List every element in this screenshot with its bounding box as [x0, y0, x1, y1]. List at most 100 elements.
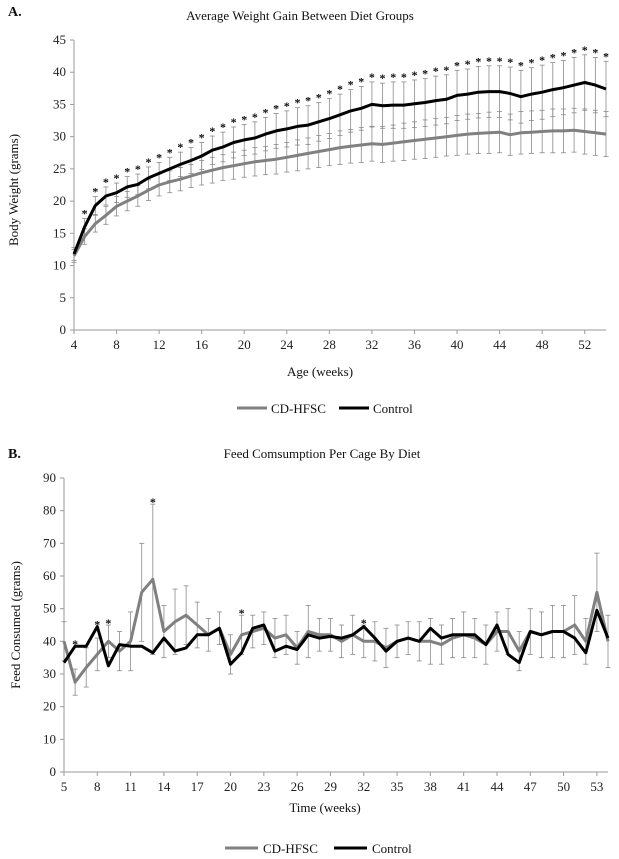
significance-star: *	[273, 101, 279, 115]
significance-star: *	[369, 70, 375, 84]
significance-star: *	[252, 110, 258, 124]
significance-star: *	[305, 94, 311, 108]
significance-star: *	[560, 49, 566, 63]
legend-a-control-label: Control	[373, 401, 413, 416]
y-tick-label: 25	[53, 161, 66, 176]
significance-star: *	[177, 140, 183, 154]
x-tick-label: 44	[493, 337, 507, 352]
significance-star: *	[358, 74, 364, 88]
x-tick-label: 48	[536, 337, 549, 352]
significance-star: *	[199, 130, 205, 144]
legend-b-control-label: Control	[372, 841, 412, 856]
significance-star: *	[114, 171, 120, 185]
x-tick-label: 50	[557, 779, 570, 794]
chart-a-significance: * * * * * * * * * * * * * * * * * * * * * * * * * * * * * * * * * * * * * * * *…	[82, 43, 609, 221]
y-tick-label: 10	[53, 258, 66, 273]
x-tick-label: 17	[191, 779, 205, 794]
significance-star: *	[241, 112, 247, 126]
x-tick-label: 26	[291, 779, 305, 794]
significance-star: *	[209, 124, 215, 138]
legend-b-cd-hfsc-label: CD-HFSC	[263, 841, 318, 856]
significance-star: *	[465, 57, 471, 71]
x-tick-label: 16	[195, 337, 209, 352]
x-tick-label: 12	[153, 337, 166, 352]
x-tick-label: 36	[408, 337, 422, 352]
chart-b-title: Feed Comsumption Per Cage By Diet	[224, 446, 421, 461]
y-tick-label: 70	[43, 535, 56, 550]
significance-star: *	[390, 70, 396, 84]
x-tick-label: 38	[424, 779, 437, 794]
x-tick-label: 20	[238, 337, 251, 352]
significance-star: *	[326, 87, 332, 101]
x-tick-label: 53	[590, 779, 603, 794]
series-line-cd-hfsc	[72, 128, 607, 257]
y-tick-label: 20	[43, 699, 56, 714]
x-tick-label: 20	[224, 779, 237, 794]
y-tick-label: 50	[43, 601, 56, 616]
x-tick-label: 14	[157, 779, 171, 794]
significance-star: *	[150, 495, 156, 509]
significance-star: *	[529, 56, 535, 70]
panel-b-label: B.	[8, 447, 21, 462]
significance-star: *	[94, 618, 100, 632]
significance-star: *	[443, 63, 449, 77]
significance-star: *	[135, 162, 141, 176]
significance-star: *	[348, 78, 354, 92]
significance-star: *	[486, 54, 492, 68]
significance-star: *	[507, 55, 513, 69]
chart-a-title: Average Weight Gain Between Diet Groups	[186, 8, 414, 23]
significance-star: *	[105, 616, 111, 630]
y-tick-label: 30	[43, 666, 56, 681]
significance-star: *	[103, 175, 109, 189]
chart-a-xlabel: Age (weeks)	[287, 364, 353, 379]
chart-b-axes: 0 10 20 30 40 50 60 70 80 90 5 8 11 14 17 20 23 26 29 32 35 3…	[43, 470, 608, 794]
y-tick-label: 15	[53, 225, 66, 240]
x-tick-label: 8	[94, 779, 101, 794]
significance-star: *	[316, 91, 322, 105]
significance-star: *	[167, 145, 173, 159]
significance-star: *	[124, 165, 130, 179]
significance-star: *	[361, 616, 367, 630]
chart-b-error-bars	[61, 503, 611, 696]
significance-star: *	[380, 71, 386, 85]
significance-star: *	[454, 58, 460, 72]
significance-star: *	[92, 185, 98, 199]
x-tick-label: 32	[365, 337, 378, 352]
x-tick-label: 47	[524, 779, 538, 794]
x-tick-label: 52	[578, 337, 591, 352]
y-tick-label: 30	[53, 129, 66, 144]
series-line-control	[72, 81, 607, 255]
y-tick-label: 90	[43, 470, 56, 485]
significance-star: *	[603, 49, 609, 63]
significance-star: *	[497, 54, 503, 68]
y-tick-label: 20	[53, 193, 66, 208]
significance-star: *	[337, 82, 343, 96]
significance-star: *	[539, 53, 545, 67]
series-line-control	[62, 608, 610, 668]
chart-b-xlabel: Time (weeks)	[289, 800, 360, 815]
x-tick-label: 35	[391, 779, 404, 794]
significance-star: *	[220, 120, 226, 134]
y-tick-label: 0	[50, 764, 57, 779]
x-tick-label: 44	[490, 779, 504, 794]
y-tick-label: 45	[53, 32, 66, 47]
significance-star: *	[422, 67, 428, 81]
chart-b-ylabel: Feed Consumed (grams)	[8, 561, 23, 689]
error-bar-cd-hfsc	[605, 614, 611, 668]
significance-star: *	[550, 51, 556, 65]
y-tick-label: 0	[60, 322, 67, 337]
significance-star: *	[571, 45, 577, 59]
significance-star: *	[433, 64, 439, 78]
x-tick-label: 28	[323, 337, 336, 352]
x-tick-label: 24	[280, 337, 294, 352]
panel-a-label: A.	[8, 5, 22, 20]
significance-star: *	[401, 70, 407, 84]
significance-star: *	[188, 136, 194, 150]
significance-star: *	[82, 207, 88, 221]
significance-star: *	[239, 606, 245, 620]
x-tick-label: 23	[257, 779, 270, 794]
x-tick-label: 29	[324, 779, 337, 794]
significance-star: *	[582, 43, 588, 57]
